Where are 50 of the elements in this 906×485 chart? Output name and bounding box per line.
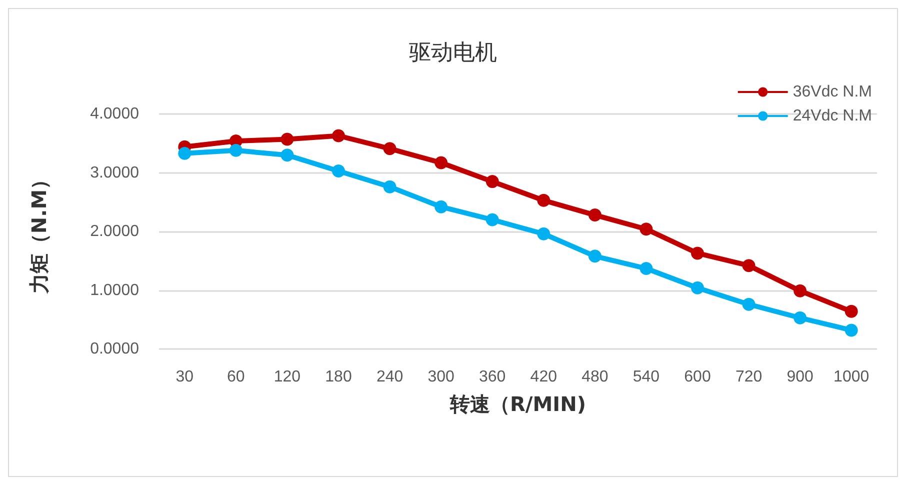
- point: [383, 142, 396, 156]
- point: [434, 156, 448, 170]
- x-tick-label: 30: [176, 368, 194, 386]
- x-tick-label: 600: [684, 368, 711, 386]
- point: [280, 132, 294, 146]
- y-tick-label: 2.0000: [90, 223, 140, 240]
- point: [588, 208, 602, 222]
- x-tick-label: 420: [530, 368, 558, 386]
- x-tick-label: 60: [227, 368, 245, 386]
- point: [486, 213, 499, 226]
- point: [691, 281, 704, 294]
- point: [486, 175, 499, 188]
- y-tick-label: 4.0000: [90, 106, 140, 122]
- y-axis-title: 力矩（N.M）: [27, 169, 51, 295]
- x-tick-label: 720: [735, 368, 762, 386]
- point: [742, 259, 756, 272]
- x-tick-label: 240: [376, 368, 404, 386]
- y-tick-label: 1.0000: [90, 282, 140, 299]
- point: [178, 146, 192, 160]
- point: [691, 246, 704, 260]
- point: [794, 311, 807, 324]
- point: [640, 262, 653, 276]
- x-tick-label: 540: [632, 368, 660, 386]
- legend-label: 24Vdc N.M: [792, 108, 872, 124]
- point: [588, 250, 602, 263]
- chart-title: 驱动电机: [409, 40, 497, 66]
- point: [844, 304, 858, 318]
- point: [332, 129, 345, 142]
- x-tick-label: 300: [428, 368, 455, 386]
- x-axis-title: 转速（R/MIN): [449, 392, 586, 416]
- point: [794, 284, 807, 298]
- point: [640, 222, 653, 236]
- point: [537, 227, 550, 240]
- x-tick-label: 480: [582, 368, 608, 386]
- point: [280, 148, 294, 162]
- point: [844, 324, 858, 337]
- x-tick-label: 900: [786, 368, 814, 386]
- point: [383, 180, 396, 194]
- legend-label: 36Vdc N.M: [792, 84, 872, 100]
- x-tick-label: 120: [274, 368, 301, 386]
- point: [229, 144, 242, 157]
- x-tick-label: 360: [479, 368, 506, 386]
- point: [742, 298, 756, 311]
- y-tick-label: 3.0000: [90, 164, 140, 182]
- y-tick-label: 0.0000: [90, 340, 140, 358]
- point: [332, 164, 345, 178]
- x-tick-label: 180: [325, 368, 352, 386]
- point: [537, 194, 550, 207]
- x-tick-label: 1000: [834, 368, 870, 386]
- point: [434, 200, 448, 214]
